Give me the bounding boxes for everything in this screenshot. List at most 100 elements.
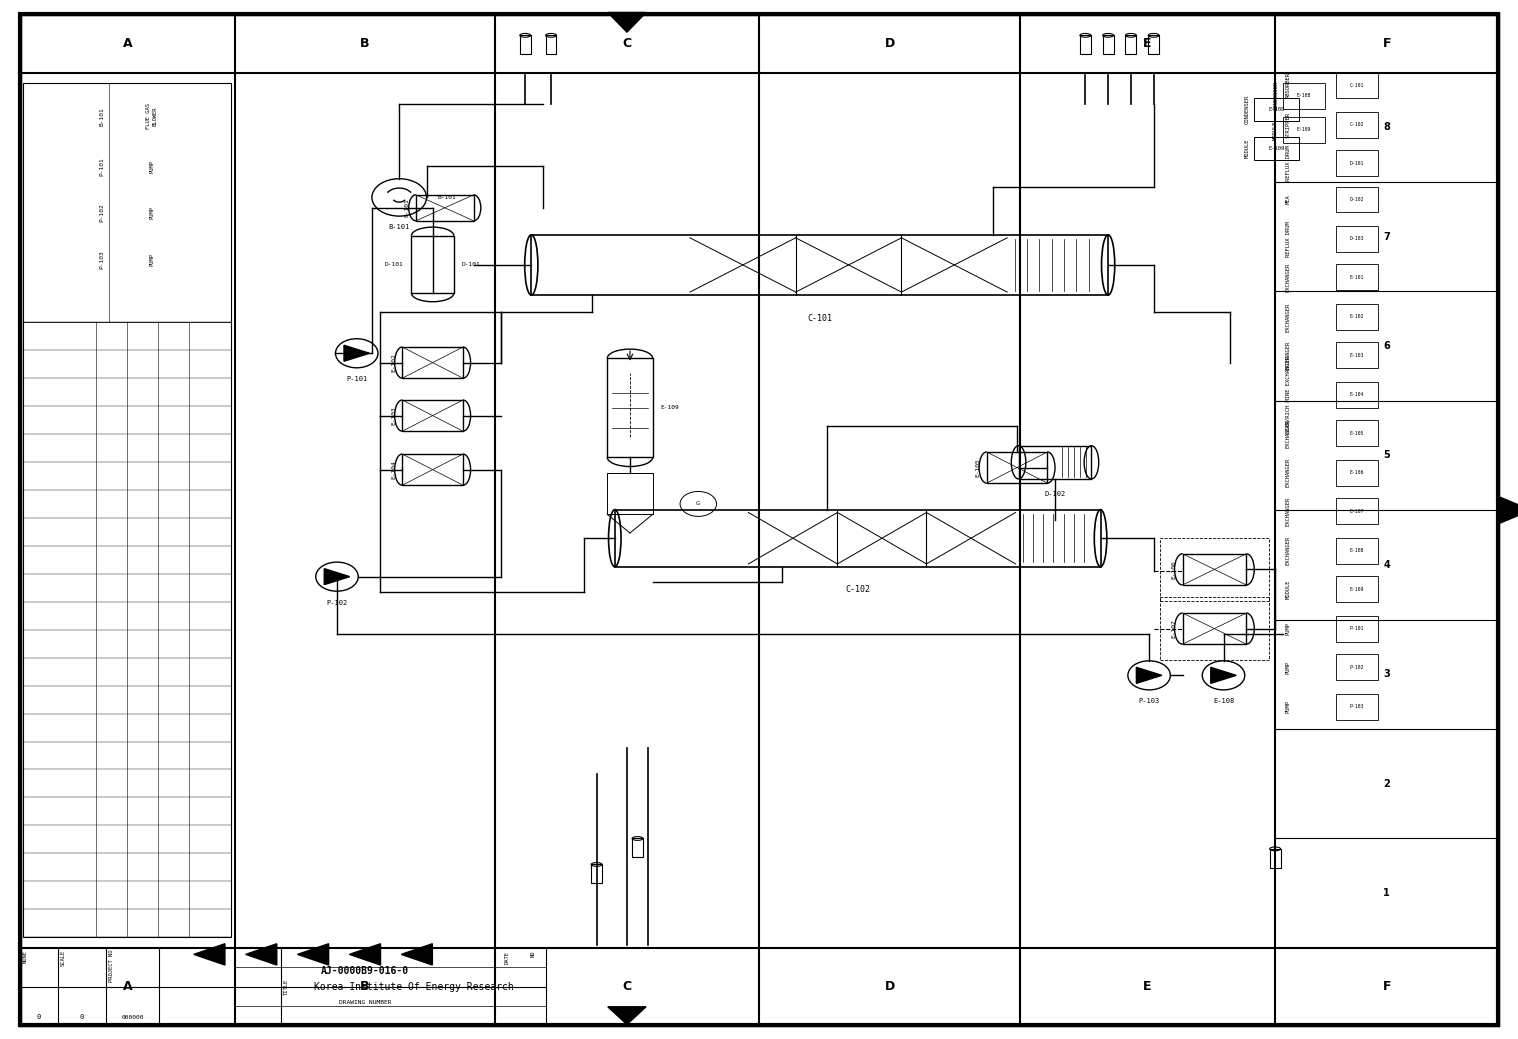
Bar xyxy=(1336,421,1378,447)
Text: 2: 2 xyxy=(1383,778,1390,789)
Text: E-106: E-106 xyxy=(1350,471,1365,475)
Bar xyxy=(607,358,653,457)
Polygon shape xyxy=(298,943,328,965)
Bar xyxy=(1336,538,1378,564)
Text: E-103: E-103 xyxy=(1350,353,1365,357)
Bar xyxy=(631,838,644,857)
Text: STRIPPER: STRIPPER xyxy=(1286,111,1290,138)
Text: 4: 4 xyxy=(1383,560,1390,569)
Text: E-104: E-104 xyxy=(1350,393,1365,397)
Text: E-109: E-109 xyxy=(1350,587,1365,591)
Bar xyxy=(1336,499,1378,525)
Text: MODULE: MODULE xyxy=(1274,121,1278,139)
Bar xyxy=(1336,576,1378,603)
Polygon shape xyxy=(607,1007,647,1024)
Bar xyxy=(1160,538,1269,601)
Text: MODULE: MODULE xyxy=(1245,139,1249,158)
Text: E-108: E-108 xyxy=(1269,107,1284,111)
Text: D-102: D-102 xyxy=(1044,491,1066,498)
Text: NO: NO xyxy=(531,951,536,957)
Text: F: F xyxy=(1383,980,1390,993)
Bar xyxy=(402,400,463,431)
Bar xyxy=(402,454,463,485)
Text: EXCHANGER: EXCHANGER xyxy=(1286,497,1290,526)
Text: P-103: P-103 xyxy=(1350,704,1365,709)
Text: 8: 8 xyxy=(1383,123,1390,132)
Text: E-109: E-109 xyxy=(1296,128,1312,132)
Text: 3: 3 xyxy=(1383,669,1390,680)
Text: C-101: C-101 xyxy=(808,314,832,323)
Polygon shape xyxy=(194,943,225,965)
Polygon shape xyxy=(401,943,433,965)
Text: P-102: P-102 xyxy=(99,204,105,222)
Text: C: C xyxy=(622,980,631,993)
Bar xyxy=(607,473,653,514)
Bar xyxy=(1283,83,1325,109)
Text: E-106: E-106 xyxy=(1172,560,1176,579)
Bar xyxy=(23,83,231,937)
Polygon shape xyxy=(607,12,647,32)
Text: E: E xyxy=(1143,36,1152,50)
Text: TITLE: TITLE xyxy=(284,979,288,994)
Text: E-101: E-101 xyxy=(1350,275,1365,279)
Text: P-102: P-102 xyxy=(1350,665,1365,669)
Bar xyxy=(1148,35,1160,54)
Bar xyxy=(1336,151,1378,177)
Text: EXCHANGER: EXCHANGER xyxy=(1286,536,1290,565)
Text: AJ-0000B9-016-0: AJ-0000B9-016-0 xyxy=(320,966,410,976)
Text: 6: 6 xyxy=(1383,341,1390,351)
Text: D-103: D-103 xyxy=(1350,237,1365,241)
Bar xyxy=(1336,265,1378,291)
Bar xyxy=(1336,187,1378,213)
Bar xyxy=(411,236,454,293)
Text: DRAWING NUMBER: DRAWING NUMBER xyxy=(339,1000,392,1005)
Text: CONDENSER: CONDENSER xyxy=(1274,81,1278,110)
Text: P-103: P-103 xyxy=(1138,698,1160,704)
Bar xyxy=(531,235,1108,295)
Bar xyxy=(1336,343,1378,369)
Text: E-105: E-105 xyxy=(1350,431,1365,435)
Text: PUMP: PUMP xyxy=(149,160,155,172)
Bar xyxy=(1160,597,1269,660)
Text: E-102: E-102 xyxy=(1350,315,1365,319)
Text: D-102: D-102 xyxy=(1350,197,1365,202)
Text: MEA: MEA xyxy=(1286,194,1290,205)
Text: P-101: P-101 xyxy=(99,157,105,176)
Text: CONDENSER: CONDENSER xyxy=(1245,95,1249,124)
Text: B-101: B-101 xyxy=(437,195,455,199)
Text: PUMP: PUMP xyxy=(149,207,155,219)
Text: PUMP: PUMP xyxy=(149,254,155,266)
Bar xyxy=(1102,35,1114,54)
Text: D: D xyxy=(885,36,894,50)
Text: E-101: E-101 xyxy=(405,198,410,217)
Bar xyxy=(987,452,1047,483)
Text: PUMP: PUMP xyxy=(1286,661,1290,673)
Bar xyxy=(1019,446,1091,479)
Bar xyxy=(1336,615,1378,642)
Text: A: A xyxy=(123,980,132,993)
Text: DATE: DATE xyxy=(505,951,510,964)
Text: PUMP: PUMP xyxy=(1286,700,1290,713)
Text: E-102: E-102 xyxy=(392,353,396,372)
Text: ABSORBER: ABSORBER xyxy=(1286,72,1290,99)
Polygon shape xyxy=(345,345,369,362)
Text: E-108: E-108 xyxy=(1350,549,1365,553)
Text: B-101: B-101 xyxy=(99,107,105,126)
Text: E-108: E-108 xyxy=(1296,94,1312,98)
Text: P-101: P-101 xyxy=(1350,627,1365,631)
Bar xyxy=(416,195,474,221)
Text: PROJECT NO: PROJECT NO xyxy=(109,950,114,982)
Bar xyxy=(1079,35,1091,54)
Text: D: D xyxy=(885,980,894,993)
Text: C-102: C-102 xyxy=(1350,123,1365,127)
Text: D-101: D-101 xyxy=(1350,161,1365,165)
Text: P-102: P-102 xyxy=(326,600,348,606)
Bar xyxy=(1336,304,1378,330)
Text: E: E xyxy=(1143,980,1152,993)
Text: P-101: P-101 xyxy=(346,376,367,382)
Text: E-108: E-108 xyxy=(1213,698,1234,704)
Text: C: C xyxy=(622,36,631,50)
Text: 1: 1 xyxy=(1383,888,1390,898)
Text: E-105: E-105 xyxy=(976,458,981,477)
Text: E-109: E-109 xyxy=(1269,146,1284,151)
